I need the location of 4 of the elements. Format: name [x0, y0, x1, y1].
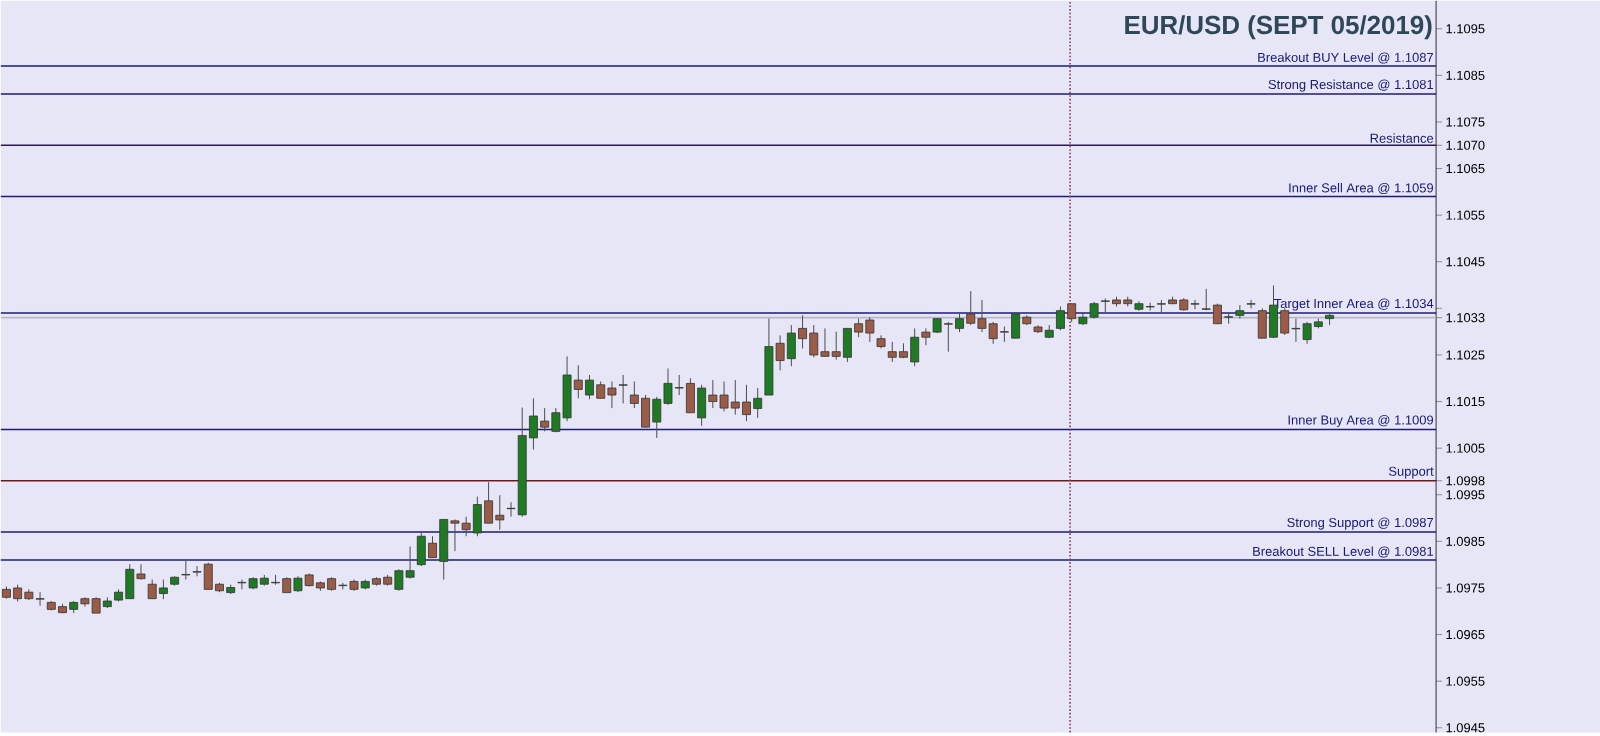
text: EUR/USD (SEPT 05/2019) — [1125, 15, 1432, 40]
candlestick — [1235, 304, 1245, 320]
candlestick — [618, 374, 628, 405]
candlestick — [181, 560, 191, 581]
